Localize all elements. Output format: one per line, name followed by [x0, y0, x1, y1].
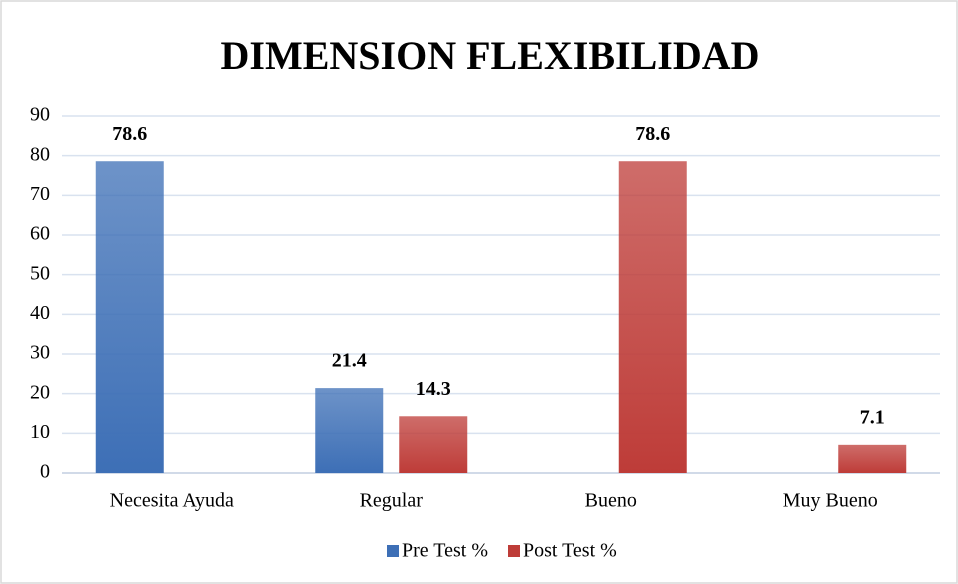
bar [315, 388, 384, 473]
chart-title: DIMENSION FLEXIBILIDAD [221, 33, 760, 78]
legend-swatch [508, 545, 520, 557]
legend-label: Post Test % [523, 540, 617, 562]
y-tick-label: 10 [30, 421, 50, 443]
x-tick-label: Muy Bueno [783, 490, 878, 512]
y-tick-label: 40 [30, 302, 50, 324]
bar [95, 161, 164, 473]
y-tick-label: 80 [30, 143, 50, 165]
y-tick-label: 90 [30, 104, 50, 126]
x-tick-label: Bueno [585, 490, 637, 512]
value-label: 78.6 [635, 123, 670, 145]
value-label: 21.4 [332, 350, 367, 372]
value-label: 78.6 [112, 123, 147, 145]
y-tick-label: 70 [30, 183, 50, 205]
y-tick-label: 30 [30, 342, 50, 364]
bar [838, 444, 907, 473]
y-tick-label: 0 [40, 461, 50, 483]
bar [618, 161, 687, 473]
bar [399, 416, 468, 473]
value-label: 14.3 [416, 378, 451, 400]
legend-label: Pre Test % [402, 540, 488, 562]
legend-swatch [387, 545, 399, 557]
y-tick-label: 50 [30, 262, 50, 284]
value-label: 7.1 [860, 406, 885, 428]
x-tick-label: Regular [360, 490, 424, 512]
y-tick-label: 60 [30, 223, 50, 245]
y-tick-label: 20 [30, 381, 50, 403]
x-tick-label: Necesita Ayuda [110, 490, 234, 512]
